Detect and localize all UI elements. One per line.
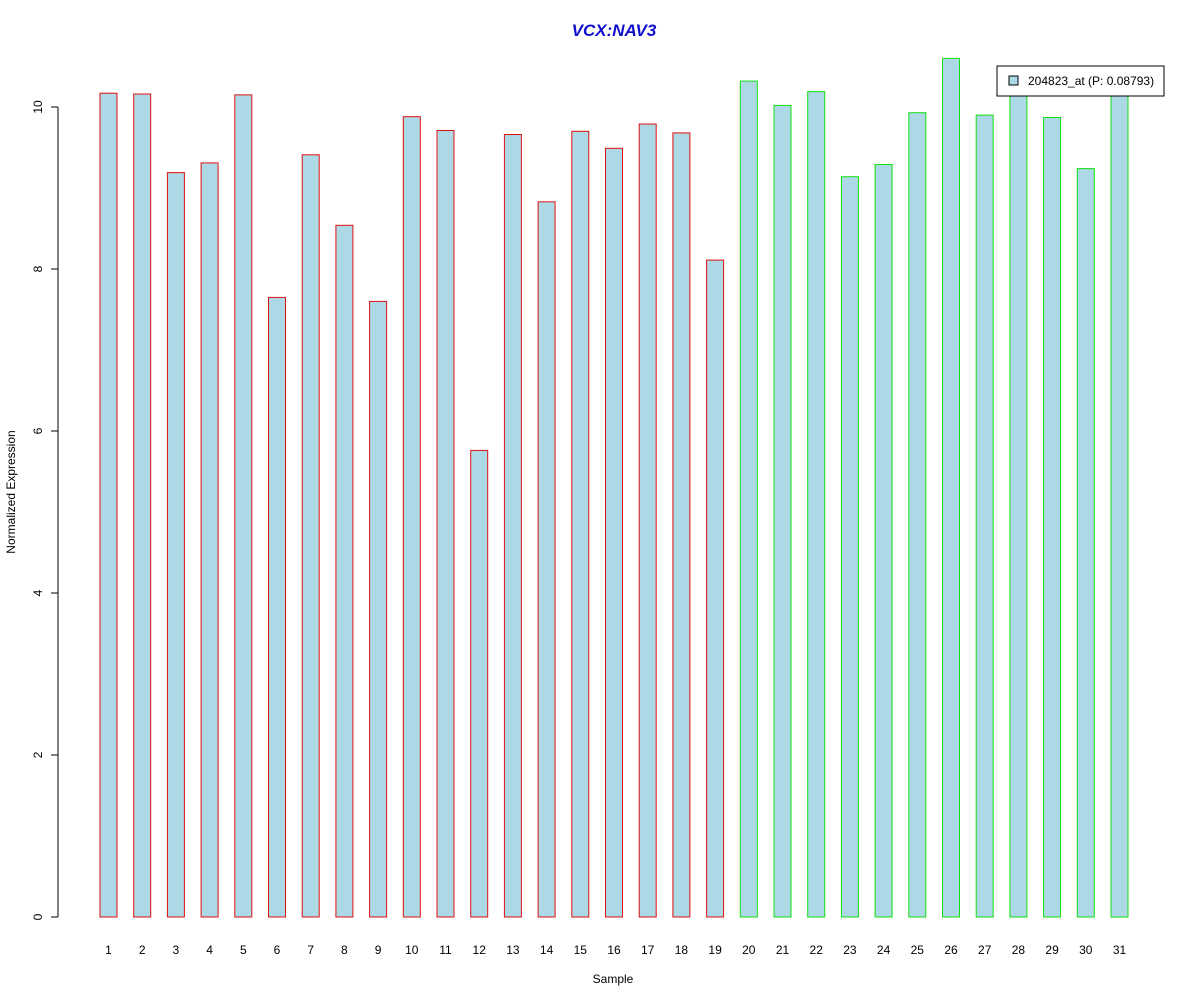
x-tick-label: 23 xyxy=(843,943,857,957)
x-tick-label: 2 xyxy=(139,943,146,957)
x-tick-label: 11 xyxy=(439,943,452,957)
x-tick-label: 8 xyxy=(341,943,348,957)
bar-sample-20 xyxy=(739,80,758,918)
y-tick-label: 0 xyxy=(31,913,45,920)
bar-sample-10 xyxy=(402,116,421,918)
bars xyxy=(99,57,1129,918)
chart-title: VCX:NAV3 xyxy=(572,21,657,40)
x-tick-label: 22 xyxy=(810,943,824,957)
y-tick-label: 4 xyxy=(31,589,45,596)
x-tick-label: 29 xyxy=(1045,943,1059,957)
x-tick-label: 3 xyxy=(173,943,180,957)
bar-sample-14 xyxy=(537,201,556,918)
bar-sample-12 xyxy=(470,449,489,918)
x-tick-label: 15 xyxy=(574,943,588,957)
bar-sample-22 xyxy=(807,91,826,918)
y-tick-label: 6 xyxy=(31,427,45,434)
bar-sample-15 xyxy=(571,130,590,918)
x-axis-title: Sample xyxy=(593,972,634,986)
x-tick-labels: 1 2 3 4 5 6 7 8 9 10 11 12 13 14 15 16 17 18 19 20 21 22 23 24 2… xyxy=(105,943,1126,957)
x-tick-label: 4 xyxy=(206,943,213,957)
bar-sample-26 xyxy=(942,57,960,918)
bar-sample-3 xyxy=(166,172,185,918)
x-tick-label: 17 xyxy=(641,943,655,957)
x-tick-label: 18 xyxy=(675,943,689,957)
bar-sample-21 xyxy=(773,104,792,918)
x-tick-label: 24 xyxy=(877,943,891,957)
bar-sample-1 xyxy=(99,92,118,918)
x-tick-label: 25 xyxy=(911,943,925,957)
y-tick-label: 8 xyxy=(31,265,45,272)
y-tick-label: 2 xyxy=(31,751,45,758)
x-tick-label: 20 xyxy=(742,943,756,957)
y-axis: 0 2 4 6 8 10 xyxy=(31,100,59,920)
x-tick-label: 7 xyxy=(307,943,314,957)
legend: 204823_at (P: 0.08793) xyxy=(996,65,1165,97)
bar-sample-11 xyxy=(436,130,455,918)
x-tick-label: 9 xyxy=(375,943,382,957)
bar-sample-25 xyxy=(908,112,927,918)
x-tick-label: 5 xyxy=(240,943,247,957)
bar-sample-5 xyxy=(234,94,253,918)
x-tick-label: 13 xyxy=(506,943,520,957)
x-tick-label: 21 xyxy=(776,943,790,957)
bar-sample-13 xyxy=(503,134,522,918)
bar-sample-16 xyxy=(605,147,623,918)
bar-sample-18 xyxy=(672,132,691,918)
bar-sample-4 xyxy=(200,162,219,918)
x-tick-label: 27 xyxy=(978,943,992,957)
y-axis-title: Normalized Expression xyxy=(4,430,18,553)
bar-sample-19 xyxy=(706,259,725,918)
bar-sample-29 xyxy=(1043,117,1062,918)
x-tick-label: 19 xyxy=(708,943,722,957)
bar-sample-17 xyxy=(638,123,657,918)
x-tick-label: 14 xyxy=(540,943,554,957)
bar-sample-6 xyxy=(268,296,286,918)
bar-sample-2 xyxy=(133,93,152,918)
bar-sample-31 xyxy=(1110,86,1129,918)
bar-sample-7 xyxy=(301,154,320,918)
x-tick-label: 1 xyxy=(105,943,112,957)
x-tick-label: 28 xyxy=(1012,943,1026,957)
x-tick-label: 26 xyxy=(944,943,958,957)
bar-sample-30 xyxy=(1076,168,1095,918)
bar-sample-23 xyxy=(840,176,859,918)
legend-label: 204823_at (P: 0.08793) xyxy=(1028,74,1154,88)
x-tick-label: 6 xyxy=(274,943,281,957)
x-tick-label: 31 xyxy=(1113,943,1127,957)
bar-sample-27 xyxy=(975,114,994,918)
x-tick-label: 30 xyxy=(1079,943,1093,957)
x-tick-label: 16 xyxy=(607,943,621,957)
y-tick-label: 10 xyxy=(31,100,45,114)
x-tick-label: 10 xyxy=(405,943,419,957)
bar-sample-24 xyxy=(874,164,893,918)
x-tick-label: 12 xyxy=(473,943,487,957)
bar-sample-28 xyxy=(1009,90,1028,918)
bar-sample-8 xyxy=(335,224,354,918)
bar-sample-9 xyxy=(369,300,388,918)
legend-swatch xyxy=(1008,75,1019,86)
legend-box xyxy=(996,65,1165,97)
